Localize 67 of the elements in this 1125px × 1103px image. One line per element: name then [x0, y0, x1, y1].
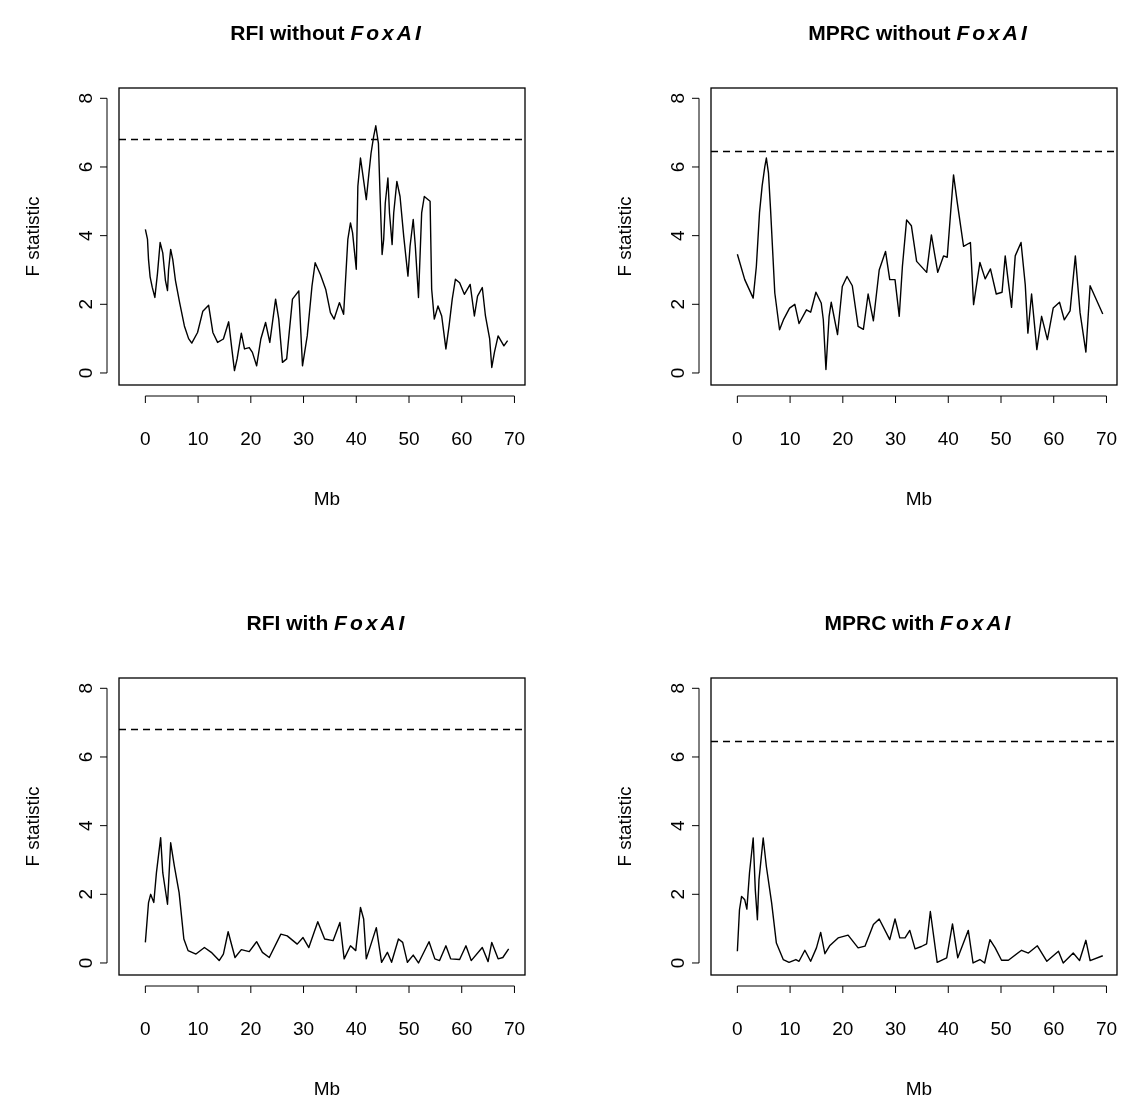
y-tick-label: 8 [667, 93, 688, 104]
x-tick-label: 20 [240, 428, 262, 449]
x-axis-title: Mb [313, 488, 341, 509]
x-tick-label: 50 [990, 1018, 1012, 1039]
y-tick-label: 8 [75, 93, 96, 104]
x-tick-label: 40 [345, 1018, 367, 1039]
y-tick-label: 2 [667, 299, 688, 310]
x-tick-label: 40 [345, 428, 367, 449]
x-tick-label: 20 [240, 1018, 262, 1039]
x-tick-label: 70 [503, 428, 526, 449]
y-tick-label: 0 [667, 957, 688, 969]
y-tick-label: 6 [75, 751, 96, 763]
y-tick-label: 0 [667, 367, 688, 379]
x-axis-title: Mb [905, 1078, 933, 1099]
y-tick-label: 2 [75, 299, 96, 310]
x-tick-label: 0 [140, 428, 151, 449]
y-tick-label: 0 [75, 957, 96, 969]
x-tick-label: 10 [779, 428, 801, 449]
y-tick-label: 4 [667, 229, 688, 241]
chart-title: RFI with FoxAI [246, 611, 408, 634]
x-tick-label: 40 [937, 428, 959, 449]
x-tick-label: 30 [292, 1018, 315, 1039]
x-tick-label: 0 [140, 1018, 151, 1039]
x-tick-label: 20 [832, 428, 854, 449]
y-tick-label: 4 [667, 819, 688, 831]
y-tick-label: 8 [75, 683, 96, 694]
x-tick-label: 50 [990, 428, 1012, 449]
x-tick-label: 70 [503, 1018, 526, 1039]
x-tick-label: 30 [292, 428, 315, 449]
y-axis-title: F statistic [614, 196, 635, 277]
y-axis-title: F statistic [22, 786, 43, 867]
y-tick-label: 6 [667, 161, 688, 173]
x-tick-label: 50 [398, 1018, 420, 1039]
x-tick-label: 10 [187, 428, 209, 449]
y-tick-label: 8 [667, 683, 688, 694]
x-tick-label: 60 [451, 428, 473, 449]
x-tick-label: 60 [1043, 428, 1065, 449]
chart-title: MPRC with FoxAI [824, 611, 1014, 634]
line-series [144, 836, 510, 964]
y-tick-label: 6 [75, 161, 96, 173]
line-series [736, 157, 1104, 371]
x-tick-label: 30 [884, 1018, 907, 1039]
x-tick-label: 10 [779, 1018, 801, 1039]
chart-title: RFI without FoxAI [230, 21, 424, 44]
y-axis-title: F statistic [22, 196, 43, 277]
x-tick-label: 70 [1095, 1018, 1118, 1039]
x-tick-label: 20 [832, 1018, 854, 1039]
chart-title: MPRC without FoxAI [808, 21, 1030, 44]
x-axis-title: Mb [313, 1078, 341, 1099]
y-tick-label: 2 [75, 889, 96, 900]
x-tick-label: 70 [1095, 428, 1118, 449]
x-tick-label: 30 [884, 428, 907, 449]
x-axis-title: Mb [905, 488, 933, 509]
x-tick-label: 0 [732, 1018, 743, 1039]
y-tick-label: 0 [75, 367, 96, 379]
x-tick-label: 10 [187, 1018, 209, 1039]
y-tick-label: 2 [667, 889, 688, 900]
x-tick-label: 50 [398, 428, 420, 449]
x-tick-label: 60 [451, 1018, 473, 1039]
x-tick-label: 60 [1043, 1018, 1065, 1039]
y-tick-label: 4 [75, 229, 96, 241]
y-tick-label: 6 [667, 751, 688, 763]
x-tick-label: 0 [732, 428, 743, 449]
line-series [736, 837, 1104, 964]
y-axis-title: F statistic [614, 786, 635, 867]
x-tick-label: 40 [937, 1018, 959, 1039]
y-tick-label: 4 [75, 819, 96, 831]
